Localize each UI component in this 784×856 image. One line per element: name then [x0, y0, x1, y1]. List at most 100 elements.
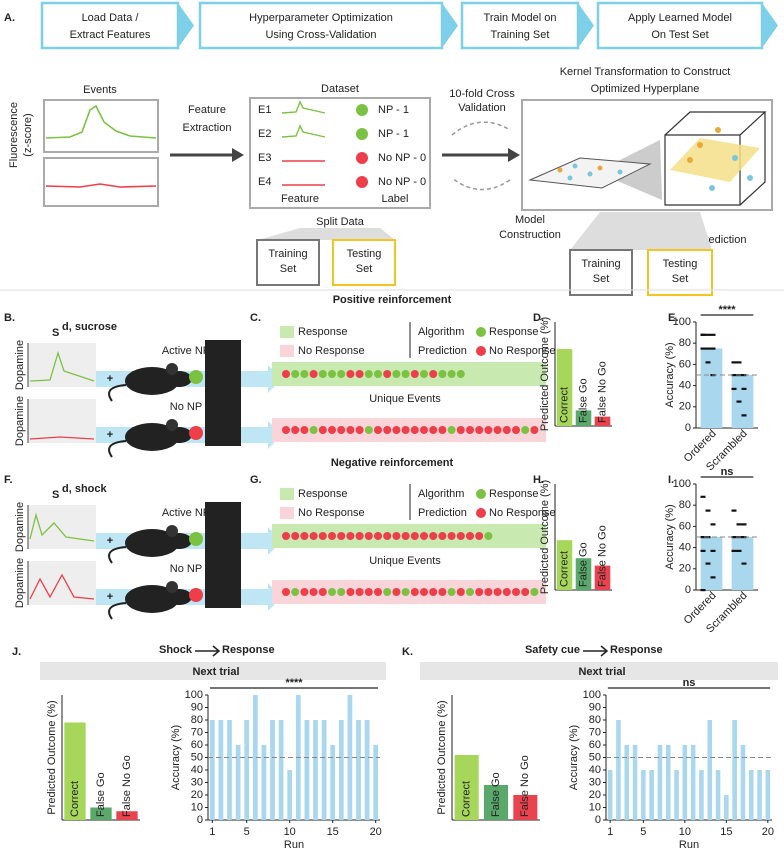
bar: [90, 807, 112, 820]
bar: [707, 720, 713, 820]
stimulus-sup: d, shock: [62, 483, 108, 495]
np-dot: [189, 426, 203, 440]
y-tick-label: 20: [589, 789, 601, 801]
event-dot: [328, 532, 336, 540]
bar: [682, 745, 688, 820]
event-dot: [328, 588, 336, 596]
event-dot: [282, 426, 290, 434]
event-dot: [383, 588, 392, 596]
x-axis-label: Run: [284, 839, 304, 851]
split-data: Split Data: [316, 216, 365, 228]
legend-label: Response: [298, 326, 348, 338]
prediction: Prediction: [698, 234, 747, 246]
bar: [624, 745, 630, 820]
subtitle-band: [40, 662, 386, 680]
bar: [594, 565, 611, 590]
event-dot: [438, 370, 447, 378]
workflow-arrow: [442, 3, 458, 48]
bar: [313, 720, 318, 820]
y-axis-label: Predicted Outcome (%): [539, 480, 551, 594]
unique-events: Unique Events: [369, 393, 441, 405]
sample-dot: [687, 157, 693, 163]
event-dot: [364, 588, 373, 596]
unique-events: Unique Events: [369, 555, 441, 567]
event-dot: [374, 532, 382, 540]
legend-label: Response: [489, 326, 539, 338]
feature-extraction: Extraction: [183, 122, 232, 134]
y-tick-label: 40: [191, 764, 203, 776]
test-box: [332, 239, 396, 286]
event-dot: [309, 370, 318, 378]
row-label: No NP - 0: [378, 152, 426, 164]
kernel-title: Optimized Hyperplane: [591, 83, 700, 95]
y-tick-label: 60: [191, 739, 203, 751]
event-dot: [383, 426, 392, 434]
data-point: [741, 387, 747, 390]
row-dot: [356, 176, 368, 188]
bar-category-label: Correct: [69, 781, 81, 817]
np-dot: [189, 532, 203, 546]
event-dot: [300, 532, 309, 540]
mouse-body: [125, 423, 179, 451]
header-arrow: [195, 645, 221, 657]
y-tick-label: 80: [679, 337, 691, 349]
event-dot: [392, 426, 401, 434]
workflow-box: [596, 1, 764, 50]
bar: [454, 755, 479, 820]
data-point: [710, 347, 716, 350]
data-point: [731, 374, 737, 377]
mouse-tail: [108, 546, 127, 564]
y-tick-label: 0: [685, 584, 691, 596]
cv-label: Validation: [458, 102, 506, 114]
event-dot: [429, 370, 438, 378]
significance-label: ns: [683, 677, 696, 689]
legend-swatch: [280, 345, 294, 357]
workflow-step: Load Data /: [82, 12, 140, 24]
sample-dot: [587, 171, 593, 177]
event-dot: [493, 426, 502, 434]
mouse-head: [166, 533, 192, 549]
mouse-ear: [166, 581, 178, 593]
workflow-step: Train Model on: [484, 12, 557, 24]
y-tick-label: 70: [191, 726, 203, 738]
event-dot: [420, 588, 428, 596]
dataset-title: Dataset: [321, 83, 359, 95]
event-dot: [374, 370, 382, 378]
event-dot: [282, 532, 290, 540]
event-dot: [475, 426, 484, 434]
event-dot: [447, 532, 456, 540]
x-tick-label: 10: [679, 826, 691, 838]
event-dot: [318, 532, 327, 540]
cv-arc: [451, 121, 511, 136]
event-dot: [410, 532, 419, 540]
event-dot: [309, 426, 318, 434]
mouse-ear: [166, 419, 178, 431]
data-point: [700, 589, 706, 592]
event-dot: [282, 588, 290, 596]
bar: [616, 720, 621, 820]
event-dot: [521, 426, 530, 434]
y-tick-label: 10: [589, 801, 601, 813]
y-axis-label: Accuracy (%): [568, 725, 580, 790]
bar: [632, 745, 638, 820]
np-dot: [189, 370, 203, 384]
event-dot: [410, 370, 419, 378]
row-label: NP - 1: [378, 104, 409, 116]
bar: [556, 349, 573, 426]
data-point: [705, 333, 711, 336]
header-arrow: [583, 645, 609, 657]
workflow-box: [40, 1, 180, 50]
event-dot: [484, 532, 493, 540]
event-dot: [300, 426, 309, 434]
split-funnel: [570, 212, 712, 250]
trace-box: [28, 505, 96, 549]
svm-letter: M: [218, 574, 227, 586]
sample-dot: [557, 167, 563, 173]
panel-label: K.: [402, 646, 413, 658]
bar: [748, 770, 754, 820]
significance-label: ****: [285, 677, 303, 689]
event-dot: [374, 588, 382, 596]
np-label: No NP: [170, 401, 202, 413]
mouse-ear: [166, 525, 178, 537]
data-point: [736, 523, 742, 526]
